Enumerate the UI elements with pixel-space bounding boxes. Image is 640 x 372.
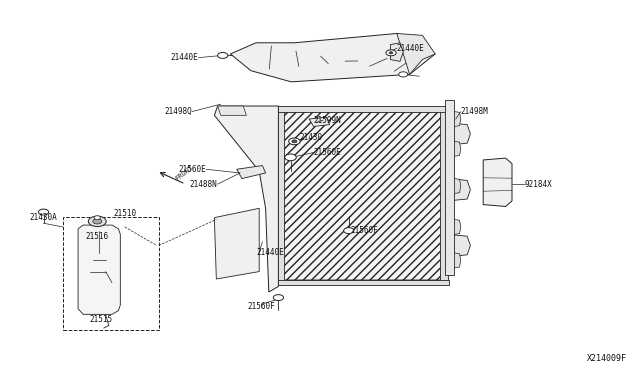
Polygon shape xyxy=(454,219,461,234)
Text: 21560F: 21560F xyxy=(351,226,378,235)
Polygon shape xyxy=(454,141,461,156)
Polygon shape xyxy=(390,43,403,61)
Text: 92184X: 92184X xyxy=(525,180,552,189)
Circle shape xyxy=(344,228,354,234)
Polygon shape xyxy=(397,33,435,74)
Circle shape xyxy=(38,209,49,215)
Polygon shape xyxy=(237,166,266,179)
Circle shape xyxy=(273,295,284,301)
Polygon shape xyxy=(214,208,259,279)
Circle shape xyxy=(218,52,228,58)
Text: X214009F: X214009F xyxy=(588,355,627,363)
Polygon shape xyxy=(275,280,449,285)
Polygon shape xyxy=(454,179,461,193)
Polygon shape xyxy=(448,234,470,257)
Polygon shape xyxy=(78,225,120,314)
Text: 21488N: 21488N xyxy=(190,180,218,189)
Polygon shape xyxy=(448,123,470,145)
Text: 21560F: 21560F xyxy=(247,302,275,311)
Polygon shape xyxy=(278,112,445,280)
Text: 21515: 21515 xyxy=(90,315,113,324)
Text: 21560E: 21560E xyxy=(179,165,206,174)
Bar xyxy=(63,217,159,330)
Polygon shape xyxy=(448,179,470,201)
Polygon shape xyxy=(214,106,278,292)
Text: 21516: 21516 xyxy=(86,232,109,241)
Text: 21498Q: 21498Q xyxy=(164,107,192,116)
Text: 21440E: 21440E xyxy=(256,248,284,257)
Circle shape xyxy=(289,138,300,145)
Circle shape xyxy=(386,50,396,56)
Text: 21440E: 21440E xyxy=(171,53,198,62)
Polygon shape xyxy=(230,33,435,82)
Text: 21430A: 21430A xyxy=(29,213,58,222)
Polygon shape xyxy=(276,108,284,283)
Text: 21498M: 21498M xyxy=(461,107,488,116)
Polygon shape xyxy=(440,108,448,283)
Text: 21430: 21430 xyxy=(300,133,323,142)
Circle shape xyxy=(93,219,102,224)
Polygon shape xyxy=(309,117,330,126)
Polygon shape xyxy=(483,158,512,206)
Text: FRONT: FRONT xyxy=(174,164,195,182)
Polygon shape xyxy=(218,106,246,115)
Text: 21599N: 21599N xyxy=(314,116,341,125)
Polygon shape xyxy=(275,106,449,112)
Text: 21510: 21510 xyxy=(113,209,136,218)
Polygon shape xyxy=(445,100,454,275)
Polygon shape xyxy=(454,253,461,268)
Text: 21560E: 21560E xyxy=(314,148,341,157)
Polygon shape xyxy=(454,112,461,126)
Circle shape xyxy=(389,52,393,54)
Circle shape xyxy=(399,72,408,77)
Circle shape xyxy=(285,154,296,161)
Circle shape xyxy=(88,216,106,227)
Circle shape xyxy=(94,216,100,219)
Text: 21440E: 21440E xyxy=(397,44,424,53)
Circle shape xyxy=(292,140,297,143)
